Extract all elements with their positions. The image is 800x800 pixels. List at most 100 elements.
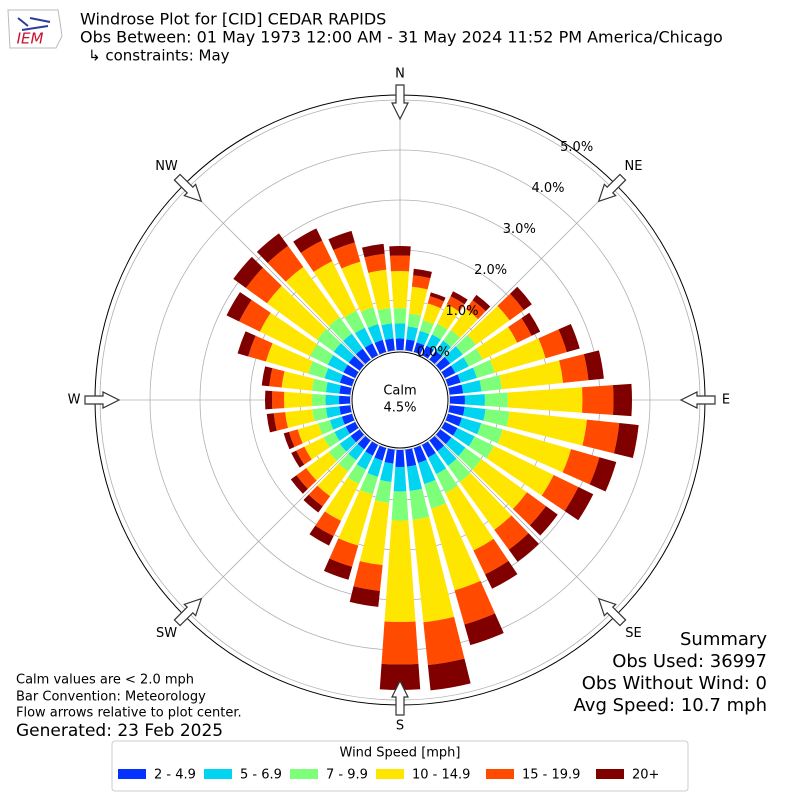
bar-segment <box>226 292 252 322</box>
bar-segment <box>467 305 510 345</box>
bar-segment <box>423 616 465 666</box>
bar-segment <box>464 613 504 646</box>
bar-segment <box>245 267 282 304</box>
bar-segment <box>426 334 441 350</box>
summary-line: Avg Speed: 10.7 mph <box>574 695 767 716</box>
bar-segment <box>310 344 334 365</box>
bar-segment <box>291 450 305 468</box>
bar-segment <box>359 473 378 495</box>
calm-value: 4.5% <box>383 401 416 416</box>
bar-segment <box>379 663 421 690</box>
bar-segment <box>473 538 509 575</box>
bar-segment <box>436 468 458 494</box>
bar-segment <box>266 413 277 433</box>
bar-segment <box>312 407 328 422</box>
bar-segment <box>445 413 463 427</box>
bar-segment <box>350 429 365 443</box>
bar-segment <box>360 307 379 328</box>
bar-segment <box>327 354 348 373</box>
bar-segment <box>407 465 423 491</box>
bar-segment <box>497 429 572 473</box>
radial-tick-label: 0.0% <box>417 345 450 360</box>
bar-segment <box>339 405 352 415</box>
flow-arrow-shape <box>84 391 121 409</box>
bar-segment <box>393 308 407 324</box>
bar-segment <box>445 374 461 387</box>
bar-segment <box>494 515 529 550</box>
bar-segment <box>409 488 430 520</box>
bar-segment <box>538 329 567 359</box>
direction-label: W <box>68 393 81 408</box>
flow-arrow-shape <box>597 597 627 627</box>
bar-segment <box>389 246 411 256</box>
bar-segment <box>411 275 431 290</box>
bar-segment <box>463 348 483 367</box>
bar-segment <box>413 342 425 355</box>
bar-segment <box>589 457 617 492</box>
legend-swatch <box>596 769 624 779</box>
bar-segment <box>290 475 308 494</box>
bar-segment <box>450 308 479 338</box>
bar-segment <box>391 491 409 521</box>
legend-label: 15 - 19.9 <box>522 768 580 783</box>
bar-segment <box>367 324 383 343</box>
bar-segment <box>318 420 334 435</box>
bar-segment <box>367 457 383 477</box>
bar-segment <box>508 318 532 343</box>
bar-segment <box>454 580 495 625</box>
direction-label: SW <box>156 626 177 641</box>
bar-segment <box>409 286 428 316</box>
legend-label: 5 - 6.9 <box>240 768 282 783</box>
bar-segment <box>529 506 558 536</box>
bar-segment <box>613 423 639 459</box>
bar-segment <box>328 317 352 342</box>
bar-segment <box>347 464 367 485</box>
bar-segment <box>381 323 394 340</box>
bar-segment <box>562 449 600 485</box>
legend-swatch <box>118 769 146 779</box>
bar-segment <box>308 485 331 507</box>
legend-swatch <box>376 769 404 779</box>
legend-swatch <box>486 769 514 779</box>
bar-segment <box>395 338 405 351</box>
bar-segment <box>345 421 359 434</box>
bar-segment <box>293 228 323 253</box>
bar-segment <box>432 323 448 340</box>
bar-segment <box>512 492 547 526</box>
bar-segment <box>441 421 458 436</box>
bar-segment <box>324 368 343 383</box>
bar-segment <box>506 411 587 446</box>
bar-segment <box>283 431 295 450</box>
generated: Generated: 23 Feb 2025 <box>16 721 223 741</box>
bar-segment <box>233 256 263 289</box>
bar-segment <box>419 320 434 335</box>
bar-segment <box>325 381 341 394</box>
bar-segment <box>468 436 494 459</box>
bar-segment <box>508 533 539 562</box>
bar-segment <box>349 586 380 607</box>
bar-segment <box>431 503 481 591</box>
bar-segment <box>329 416 345 430</box>
radial-tick-label: 4.0% <box>531 181 564 196</box>
bar-segment <box>473 359 495 378</box>
bar-segment <box>288 429 303 447</box>
bar-segment <box>374 445 387 461</box>
bar-segment <box>457 367 477 383</box>
bar-segment <box>413 445 427 463</box>
bar-segment <box>256 233 289 263</box>
summary-line: Obs Used: 36997 <box>612 651 767 672</box>
bar-segment <box>354 327 373 348</box>
bar-segment <box>267 245 304 282</box>
bar-segment <box>338 489 373 546</box>
bar-segment <box>450 291 468 305</box>
grid-spoke <box>184 184 365 365</box>
bar-segment <box>484 392 508 408</box>
bar-segment <box>343 364 359 379</box>
bar-segment <box>385 338 395 352</box>
bar-segment <box>333 242 361 269</box>
title-line: Windrose Plot for [CID] CEDAR RAPIDS <box>80 10 386 29</box>
bar-segment <box>266 285 327 340</box>
bar-segment <box>464 394 485 406</box>
bar-segment <box>300 240 333 272</box>
bar-segment <box>497 293 524 321</box>
